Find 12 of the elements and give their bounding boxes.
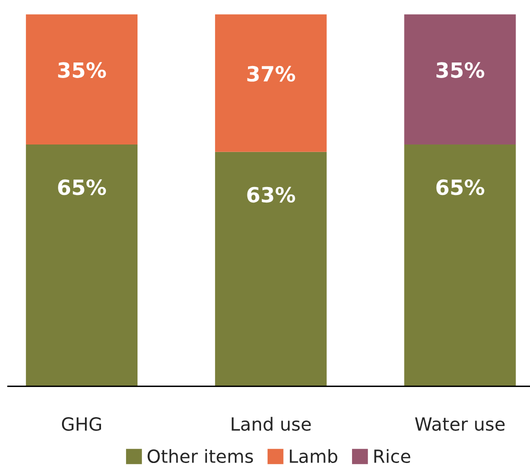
data-label: 65% — [58, 179, 106, 196]
x-tick-label: GHG — [62, 417, 102, 431]
legend-label: Lamb — [290, 449, 338, 464]
data-label: 65% — [436, 179, 484, 196]
x-tick-label: Water use — [415, 417, 505, 431]
data-label: 35% — [58, 62, 106, 78]
data-label: 37% — [247, 66, 296, 82]
x-tick-label: Land use — [232, 416, 311, 431]
data-label: 35% — [436, 62, 484, 78]
data-label: 63% — [247, 186, 296, 203]
legend-label: Rice — [374, 449, 410, 464]
legend-label: Other items — [148, 449, 253, 464]
